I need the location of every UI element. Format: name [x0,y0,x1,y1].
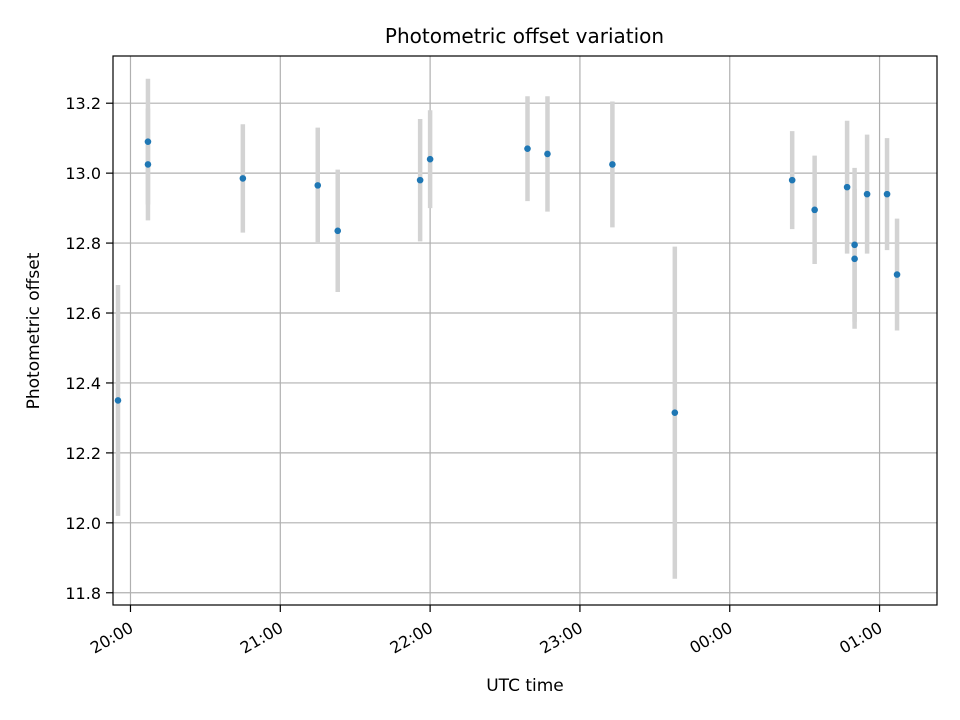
data-point [788,176,796,184]
data-point [851,241,858,249]
y-axis-ticks: 11.8 12.0 12.2 12.4 12.6 12.8 13.0 13.2 [65,94,113,603]
y-axis-label: Photometric offset [24,252,44,409]
y-tick-label: 12.0 [65,514,101,533]
y-tick-label: 12.4 [65,374,101,393]
data-point [144,161,152,168]
data-point [144,138,152,145]
grid [113,56,937,605]
y-tick-label: 12.8 [65,234,101,253]
data-points [114,138,901,416]
data-point [671,409,679,416]
chart-title: Photometric offset variation [385,24,664,48]
data-point [843,183,851,191]
data-point [863,190,871,198]
data-point [544,150,551,158]
data-point [609,161,616,168]
data-point [334,227,342,235]
y-tick-label: 12.6 [65,304,101,323]
x-axis-label: UTC time [486,676,564,696]
data-point [524,145,531,152]
y-tick-label: 13.2 [65,94,101,113]
plot-frame [112,55,938,606]
data-point [114,397,122,404]
data-point [811,206,818,214]
data-point [883,190,891,198]
data-point [426,155,434,163]
y-tick-label: 13.0 [65,164,101,183]
y-tick-label: 12.2 [65,444,101,463]
y-tick-label: 11.8 [65,584,101,603]
data-point [851,255,858,263]
data-point [314,182,322,189]
data-point [239,175,247,182]
data-point [416,176,424,184]
data-point [893,271,901,278]
